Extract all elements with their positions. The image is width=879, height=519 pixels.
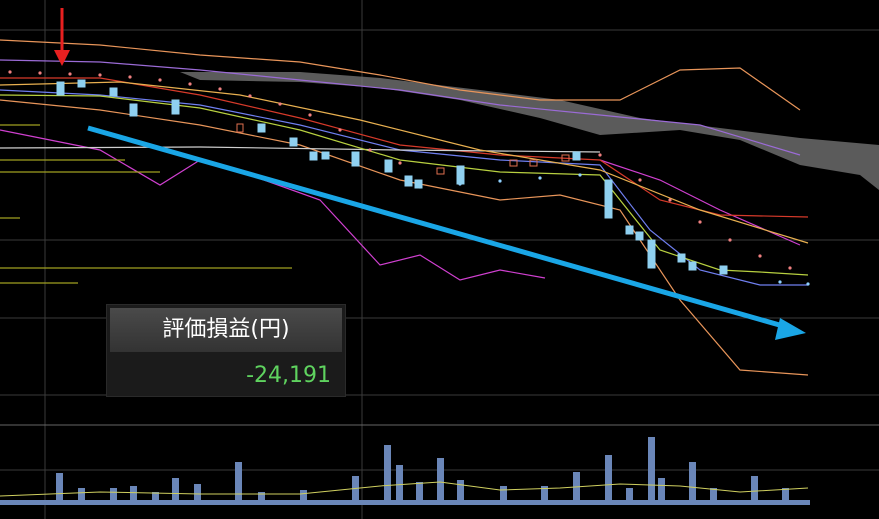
pnl-panel: 評価損益(円) -24,191 <box>106 304 346 397</box>
volume-average <box>0 481 809 497</box>
entry-arrow <box>54 8 70 66</box>
pnl-title: 評価損益(円) <box>110 308 342 352</box>
indicator-lines <box>0 39 809 376</box>
candles <box>56 79 728 275</box>
cloud <box>180 72 879 190</box>
candles-up <box>236 123 570 175</box>
trend-arrow <box>87 125 806 340</box>
parabolic-dots <box>8 70 792 270</box>
volume-bars <box>0 437 810 505</box>
support-dots <box>418 173 810 286</box>
pnl-value: -24,191 <box>246 363 331 388</box>
